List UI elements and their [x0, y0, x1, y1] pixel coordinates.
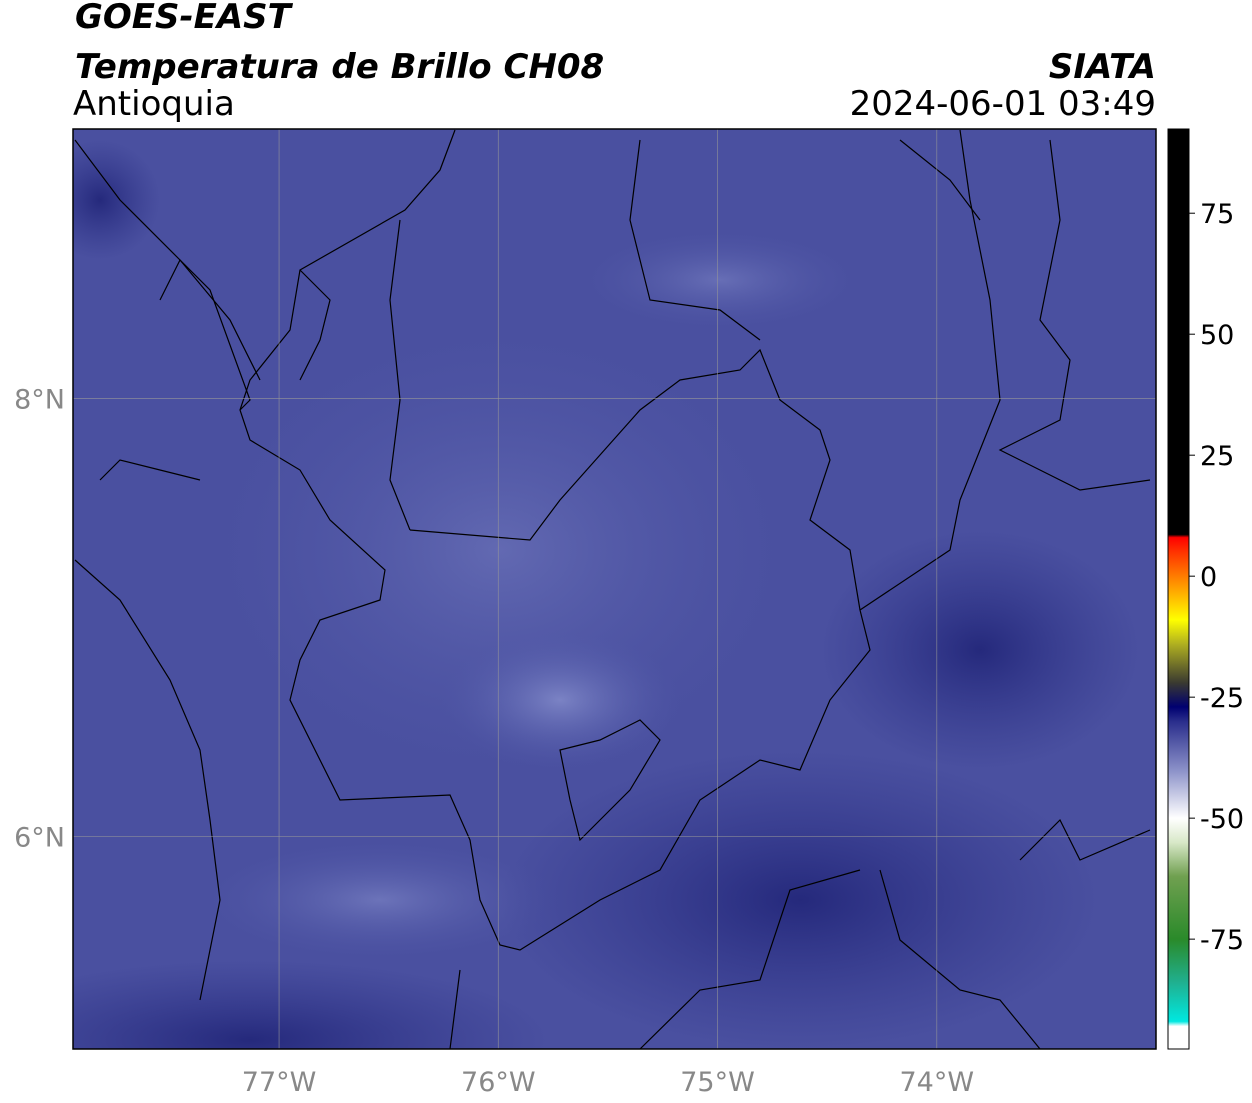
colorbar-tick-label: -50	[1200, 804, 1244, 835]
colorbar-tick-label: -25	[1200, 683, 1244, 714]
map-frame	[72, 128, 1157, 1050]
map-image	[73, 129, 1156, 1049]
subtitle: Temperatura de Brillo CH08	[75, 47, 604, 87]
region: Antioquia	[73, 84, 235, 124]
colorbar-tick-label: 50	[1200, 320, 1234, 351]
x-tick-label: 77°W	[242, 1067, 317, 1098]
x-tick-label: 75°W	[680, 1067, 755, 1098]
colorbar	[1167, 128, 1190, 1050]
datetime: 2024-06-01 03:49	[850, 84, 1156, 124]
colorbar-tick-label: 0	[1200, 562, 1217, 593]
title: GOES-EAST	[75, 0, 294, 37]
y-tick-label: 8°N	[14, 384, 65, 415]
y-tick-label: 6°N	[14, 823, 65, 854]
source: SIATA	[1049, 47, 1156, 87]
colorbar-tick-label: 25	[1200, 441, 1234, 472]
colorbar-tick-label: 75	[1200, 199, 1234, 230]
x-tick-label: 74°W	[899, 1067, 974, 1098]
colorbar-tick-label: -75	[1200, 925, 1244, 956]
x-tick-label: 76°W	[461, 1067, 536, 1098]
